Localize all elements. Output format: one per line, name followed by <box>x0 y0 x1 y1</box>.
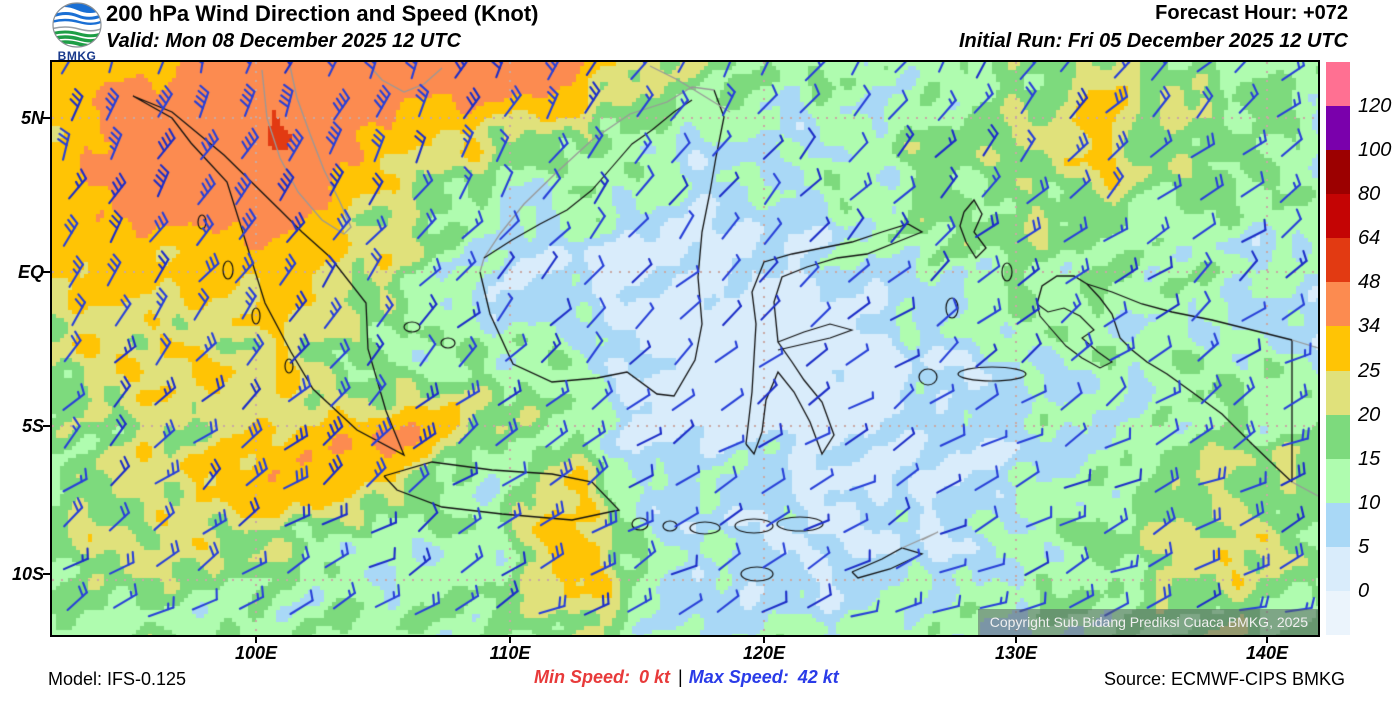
legend-level-label: 80 <box>1358 183 1381 206</box>
speed-separator: | <box>678 667 683 687</box>
min-speed-value: 0 kt <box>639 667 671 687</box>
legend-color-segment <box>1326 238 1350 283</box>
lon-label-100e: 100E <box>234 643 278 663</box>
wind-field-canvas <box>52 62 1318 635</box>
lon-tick-100e <box>255 635 257 643</box>
legend-level-label: 20 <box>1358 403 1381 426</box>
legend-color-segment <box>1326 326 1350 372</box>
lon-label-140e: 140E <box>1245 643 1289 663</box>
lon-label-130e: 130E <box>994 643 1038 663</box>
lat-label-5s: 5S <box>21 416 44 436</box>
legend-color-segment <box>1326 106 1350 151</box>
lat-label-10s: 10S <box>11 564 44 584</box>
min-speed-label: Min Speed: <box>534 667 631 687</box>
lat-tick-5s <box>43 425 51 427</box>
lon-label-120e: 120E <box>742 643 786 663</box>
legend-color-segment <box>1326 590 1350 636</box>
lon-tick-130e <box>1015 635 1017 643</box>
legend-level-label: 0 <box>1358 579 1370 602</box>
legend-color-segment <box>1326 194 1350 239</box>
lon-label-110e: 110E <box>489 643 531 663</box>
wind-map: Copyright Sub Bidang Prediksi Cuaca BMKG… <box>50 60 1320 637</box>
legend-level-label: 48 <box>1358 271 1381 294</box>
max-speed-value: 42 kt <box>797 667 839 687</box>
lat-label-eq: EQ <box>17 262 44 282</box>
lon-tick-110e <box>509 635 511 643</box>
legend-level-label: 10 <box>1358 491 1381 514</box>
legend-color-segment <box>1326 370 1350 416</box>
legend-color-segment <box>1326 546 1350 592</box>
legend-level-label: 25 <box>1358 359 1381 382</box>
page-title: 200 hPa Wind Direction and Speed (Knot) <box>106 1 539 26</box>
bmkg-logo-icon <box>51 2 103 52</box>
legend-color-segment <box>1326 502 1350 548</box>
legend-colorbar <box>1326 62 1350 636</box>
lon-tick-140e <box>1266 635 1268 643</box>
lat-tick-5n <box>43 117 51 119</box>
speed-summary: Min Speed: 0 kt | Max Speed: 42 kt <box>534 667 839 688</box>
valid-time-label: Valid: Mon 08 December 2025 12 UTC <box>106 30 461 52</box>
legend-level-label: 64 <box>1358 227 1381 250</box>
lat-tick-10s <box>43 573 51 575</box>
legend-color-segment <box>1326 458 1350 504</box>
legend-level-label: 5 <box>1358 535 1370 558</box>
copyright-overlay: Copyright Sub Bidang Prediksi Cuaca BMKG… <box>977 609 1318 635</box>
legend-level-label: 15 <box>1358 447 1381 470</box>
legend-level-label: 120 <box>1358 95 1392 118</box>
model-label: Model: IFS-0.125 <box>48 669 187 689</box>
lon-tick-120e <box>763 635 765 643</box>
bmkg-logo-label: BMKG <box>57 49 97 63</box>
legend-level-label: 100 <box>1358 139 1392 162</box>
legend-color-segment <box>1326 62 1350 107</box>
initial-run-label: Initial Run: Fri 05 December 2025 12 UTC <box>958 30 1348 52</box>
lat-label-5n: 5N <box>20 108 44 128</box>
source-label: Source: ECMWF-CIPS BMKG <box>1103 669 1345 689</box>
legend-color-segment <box>1326 282 1350 327</box>
max-speed-label: Max Speed: <box>688 667 789 687</box>
forecast-hour-label: Forecast Hour: +072 <box>1155 2 1348 24</box>
legend-level-label: 34 <box>1358 315 1381 338</box>
legend-color-segment <box>1326 414 1350 460</box>
legend-color-segment <box>1326 150 1350 195</box>
lat-tick-eq <box>43 271 51 273</box>
bmkg-logo: BMKG <box>46 2 108 63</box>
